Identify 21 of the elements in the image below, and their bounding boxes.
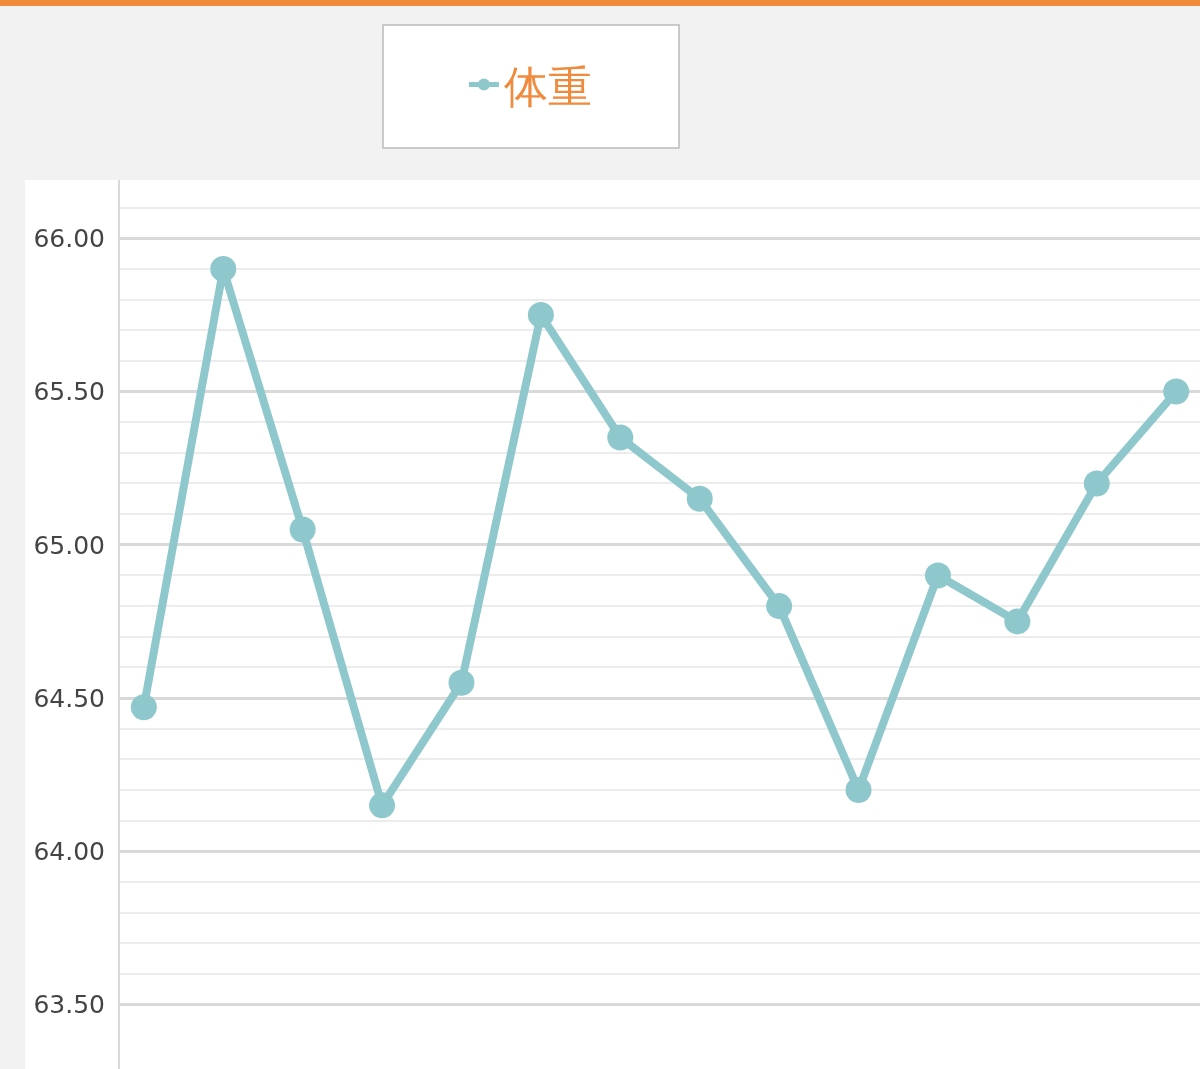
point (210, 255, 237, 282)
point (369, 792, 396, 819)
point (607, 424, 634, 451)
point (845, 777, 872, 804)
point (686, 485, 713, 512)
point (924, 562, 951, 589)
point (289, 516, 316, 543)
legend-label: 体重 (503, 60, 592, 112)
y-tick-label: 63.50 (33, 990, 105, 1020)
point (527, 301, 554, 328)
point (130, 694, 157, 721)
y-tick-label: 65.50 (33, 377, 105, 407)
y-tick-label: 64.00 (33, 837, 105, 867)
point (1004, 608, 1031, 635)
point (1083, 470, 1110, 497)
y-tick-label: 64.50 (33, 683, 105, 713)
point (766, 593, 793, 620)
y-tick-label: 66.00 (33, 223, 105, 253)
point (1163, 378, 1190, 405)
y-tick-label: 65.00 (33, 530, 105, 560)
point (448, 669, 475, 696)
